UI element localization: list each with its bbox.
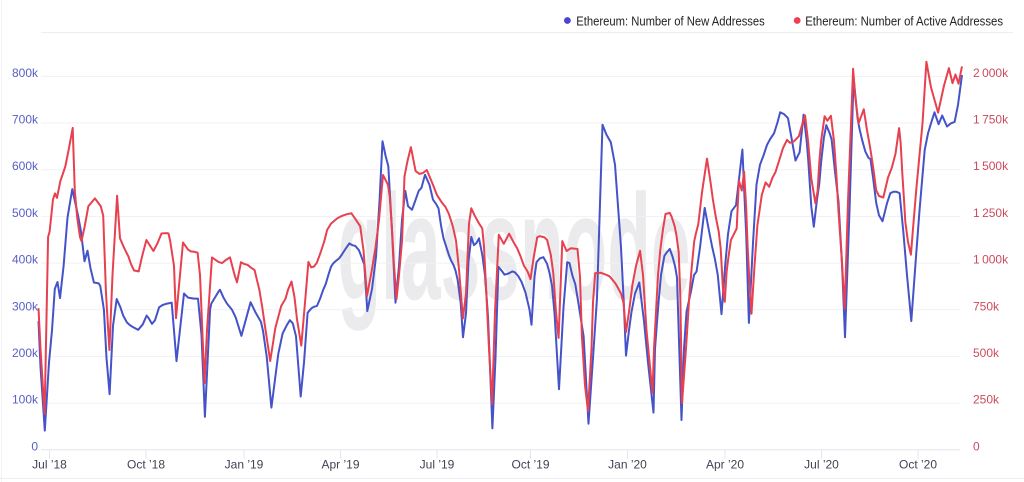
svg-text:Jul ’18: Jul ’18 [32,458,67,472]
svg-text:1 500k: 1 500k [973,159,1009,173]
svg-text:0: 0 [31,439,38,453]
svg-text:300k: 300k [12,299,39,313]
svg-text:1 750k: 1 750k [973,113,1009,127]
svg-text:1 000k: 1 000k [973,253,1009,267]
svg-text:Jan ’20: Jan ’20 [608,458,647,472]
svg-text:700k: 700k [12,113,39,127]
svg-text:800k: 800k [12,66,39,80]
svg-text:100k: 100k [12,393,39,407]
svg-text:Oct ’19: Oct ’19 [511,458,549,472]
svg-text:Oct ’20: Oct ’20 [899,458,937,472]
svg-text:600k: 600k [12,159,39,173]
svg-text:750k: 750k [973,299,1000,313]
svg-text:Ethereum: Number of Active Add: Ethereum: Number of Active Addresses [805,14,1003,29]
svg-text:250k: 250k [973,393,1000,407]
svg-text:Apr ’19: Apr ’19 [321,458,359,472]
svg-text:400k: 400k [12,253,39,267]
svg-text:500k: 500k [12,206,39,220]
svg-text:500k: 500k [973,346,1000,360]
svg-text:2 000k: 2 000k [973,66,1009,80]
svg-text:Ethereum: Number of New Addres: Ethereum: Number of New Addresses [576,14,765,29]
svg-text:1 250k: 1 250k [973,206,1009,220]
svg-text:Jul ’20: Jul ’20 [804,458,839,472]
svg-text:Jan ’19: Jan ’19 [225,458,264,472]
svg-text:Oct ’18: Oct ’18 [127,458,165,472]
svg-text:Jul ’19: Jul ’19 [420,458,455,472]
svg-text:200k: 200k [12,346,39,360]
svg-text:Apr ’20: Apr ’20 [706,458,744,472]
svg-text:0: 0 [973,439,980,453]
